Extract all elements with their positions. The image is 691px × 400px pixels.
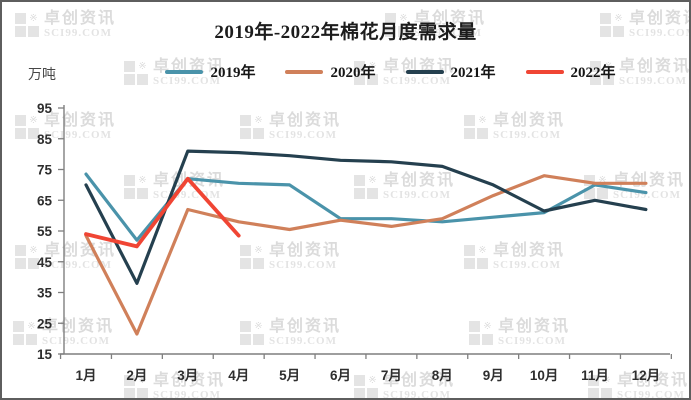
- x-tick-label: 6月: [330, 368, 351, 383]
- legend-line-swatch: [285, 69, 324, 74]
- y-tick-label: 25: [37, 316, 53, 331]
- y-tick-label: 55: [37, 224, 53, 239]
- chart-legend: 2019年 2020年 2021年 2022年: [112, 61, 669, 82]
- legend-item-2021年: 2021年: [405, 61, 496, 82]
- legend-line-swatch: [525, 69, 564, 74]
- y-tick-label: 95: [37, 101, 53, 116]
- legend-item-2020年: 2020年: [285, 61, 376, 82]
- x-tick-label: 9月: [483, 368, 504, 383]
- x-tick-label: 8月: [432, 368, 453, 383]
- chart-title: 2019年-2022年棉花月度需求量: [214, 22, 477, 43]
- legend-line-swatch: [405, 69, 444, 74]
- series-line-2021年: [84, 149, 648, 285]
- x-tick-label: 1月: [75, 368, 96, 383]
- x-tick-label: 11月: [581, 368, 609, 383]
- legend-label: 2019年: [210, 65, 256, 81]
- x-tick-label: 10月: [530, 368, 559, 383]
- series-line-2022年: [84, 176, 241, 249]
- legend-label: 2021年: [450, 65, 496, 81]
- x-tick-label: 7月: [381, 368, 402, 383]
- y-tick-label: 75: [37, 163, 53, 178]
- x-tick-label: 4月: [228, 368, 249, 383]
- y-tick-label: 45: [37, 255, 53, 270]
- y-axis-unit-label: 万吨: [28, 66, 56, 82]
- legend-item-2022年: 2022年: [525, 61, 616, 82]
- legend-label: 2022年: [570, 65, 616, 81]
- legend-line-swatch: [165, 69, 204, 74]
- y-tick-label: 15: [37, 347, 53, 362]
- y-tick-label: 35: [37, 286, 53, 301]
- x-tick-label: 2月: [126, 368, 147, 383]
- x-tick-label: 12月: [632, 368, 661, 383]
- legend-label: 2020年: [330, 65, 376, 81]
- x-tick-label: 5月: [279, 368, 300, 383]
- legend-item-2019年: 2019年: [165, 61, 255, 82]
- series-line-2020年: [84, 174, 648, 336]
- y-tick-label: 85: [37, 132, 53, 147]
- y-tick-label: 65: [37, 193, 53, 208]
- x-tick-label: 3月: [177, 368, 198, 383]
